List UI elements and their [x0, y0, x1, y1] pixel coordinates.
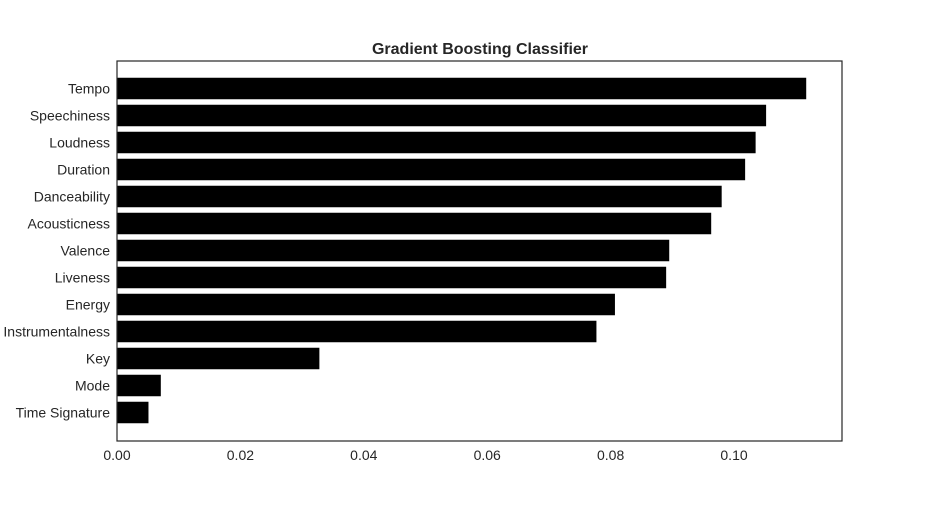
category-label-liveness: Liveness	[55, 270, 110, 286]
plot-area-frame	[116, 60, 843, 442]
bars-group	[117, 77, 807, 424]
category-labels-group: Tempo Speechiness Loudness Duration Danceabi…	[3, 81, 110, 421]
x-tick-labels-group: 0.00 0.02 0.04 0.06 0.08 0.10	[103, 447, 747, 463]
bar-loudness	[117, 131, 756, 154]
category-label-speechiness: Speechiness	[30, 108, 110, 124]
bar-mode	[117, 374, 161, 397]
bar-tempo	[117, 77, 807, 100]
category-label-valence: Valence	[60, 243, 110, 259]
bar-speechiness	[117, 104, 767, 127]
x-tick-label: 0.06	[474, 447, 501, 463]
category-label-energy: Energy	[66, 297, 110, 313]
category-label-time-signature: Time Signature	[16, 405, 111, 421]
x-tick-label: 0.10	[720, 447, 747, 463]
category-label-key: Key	[86, 351, 110, 367]
bar-danceability	[117, 185, 722, 208]
bar-liveness	[117, 266, 667, 289]
bar-energy	[117, 293, 615, 316]
category-label-acousticness: Acousticness	[28, 216, 110, 232]
bar-duration	[117, 158, 746, 181]
x-tick-label: 0.08	[597, 447, 624, 463]
bar-acousticness	[117, 212, 712, 235]
x-tick-label: 0.04	[350, 447, 377, 463]
bar-valence	[117, 239, 670, 262]
category-label-mode: Mode	[75, 378, 110, 394]
category-label-instrumentalness: Instrumentalness	[3, 324, 110, 340]
bar-time-signature	[117, 401, 149, 424]
bar-instrumentalness	[117, 320, 597, 343]
category-label-danceability: Danceability	[34, 189, 110, 205]
category-label-duration: Duration	[57, 162, 110, 178]
x-tick-label: 0.02	[227, 447, 254, 463]
bar-key	[117, 347, 320, 370]
chart-title: Gradient Boosting Classifier	[372, 41, 588, 58]
category-label-tempo: Tempo	[68, 81, 110, 97]
category-label-loudness: Loudness	[49, 135, 110, 151]
x-tick-label: 0.00	[103, 447, 130, 463]
